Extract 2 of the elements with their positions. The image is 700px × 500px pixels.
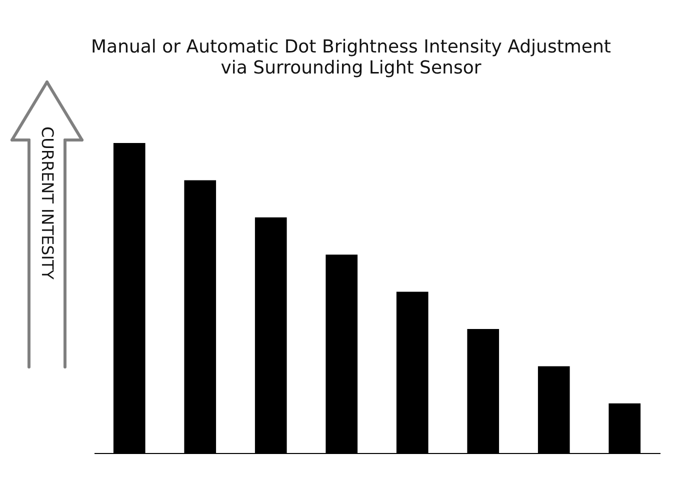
y-axis-title: CURRENT INTESITY xyxy=(38,126,57,280)
chart-title: Manual or Automatic Dot Brightness Intensity Adjustment via Surrounding Light Sensor xyxy=(91,36,611,78)
